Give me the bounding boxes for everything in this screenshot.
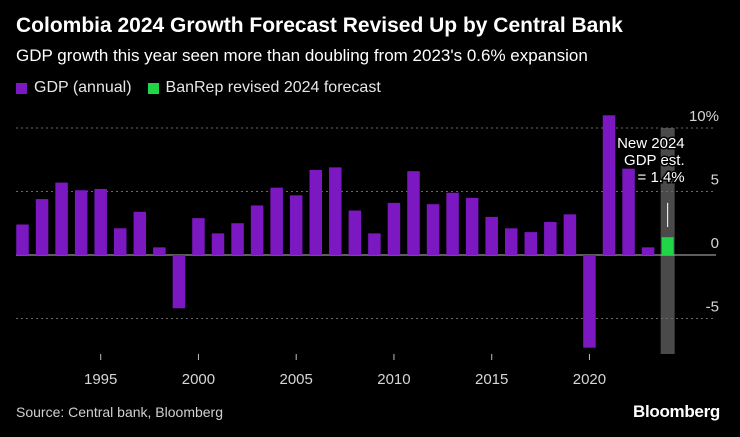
gdp-bar-1999 — [172, 254, 186, 309]
x-tick-label: 1995 — [84, 371, 117, 388]
gdp-bar-2015 — [485, 216, 498, 255]
gdp-bar-2014 — [465, 197, 479, 255]
annotation-text: New 2024 — [617, 135, 685, 152]
gdp-bar-2013 — [446, 192, 459, 255]
gdp-bar-2011 — [407, 171, 420, 255]
annotation-text: GDP est. — [624, 152, 685, 169]
gdp-bar-1992 — [35, 199, 49, 255]
gdp-bar-1995 — [94, 188, 107, 255]
gdp-bar-2012 — [426, 204, 440, 255]
gdp-bar-2010 — [387, 202, 401, 255]
gdp-bar-2004 — [270, 187, 283, 255]
legend-item-forecast: BanRep revised 2024 forecast — [147, 79, 381, 97]
chart-subtitle: GDP growth this year seen more than doub… — [16, 46, 588, 65]
gdp-bar-1994 — [74, 190, 88, 255]
forecast-bar-2024 — [661, 237, 674, 255]
gdp-bar-2017 — [524, 232, 538, 255]
gdp-bar-2018 — [544, 221, 557, 255]
gdp-bar-1998 — [153, 247, 166, 255]
gdp-bar-2002 — [231, 223, 244, 255]
legend: GDP (annual) BanRep revised 2024 forecas… — [16, 79, 397, 97]
legend-item-gdp: GDP (annual) — [16, 79, 132, 97]
gdp-bar-1996 — [114, 228, 127, 255]
gdp-bar-2000 — [192, 218, 205, 255]
x-tick-label: 2020 — [573, 371, 606, 388]
legend-label-forecast: BanRep revised 2024 forecast — [165, 79, 381, 96]
chart-title: Colombia 2024 Growth Forecast Revised Up… — [16, 14, 623, 37]
gdp-bar-2007 — [329, 167, 342, 255]
gdp-bar-1997 — [133, 211, 147, 255]
legend-swatch-gdp — [16, 82, 27, 94]
gdp-bar-2019 — [563, 214, 577, 255]
gdp-bar-2008 — [348, 210, 362, 255]
legend-swatch-forecast — [147, 82, 159, 94]
gdp-bar-2016 — [505, 228, 518, 255]
gdp-bar-2021 — [602, 115, 616, 255]
y-tick-label: 0 — [711, 235, 719, 252]
x-tick-label: 2005 — [280, 371, 313, 388]
x-tick-label: 2000 — [182, 371, 215, 388]
x-tick-label: 2015 — [475, 371, 508, 388]
y-tick-label: -5 — [706, 298, 719, 315]
y-tick-label: 5 — [711, 171, 719, 188]
gdp-bar-2022 — [622, 168, 635, 255]
gdp-bar-2023 — [641, 247, 655, 255]
y-tick-label: 10% — [689, 108, 719, 125]
gdp-bar-2003 — [250, 205, 264, 255]
source-note: Source: Central bank, Bloomberg — [16, 404, 223, 420]
x-tick-label: 2010 — [377, 371, 410, 388]
annotation-text: = 1.4% — [638, 169, 685, 186]
gdp-bar-2009 — [368, 233, 381, 255]
gdp-bar-2001 — [211, 233, 225, 255]
gdp-bar-1991 — [16, 224, 29, 255]
bloomberg-logo: Bloomberg — [632, 402, 720, 421]
gdp-bar-2006 — [309, 169, 322, 255]
legend-label-gdp: GDP (annual) — [34, 79, 132, 96]
gdp-bar-2005 — [289, 195, 303, 255]
gdp-bar-1993 — [55, 182, 68, 255]
gdp-bar-2020 — [583, 254, 596, 348]
